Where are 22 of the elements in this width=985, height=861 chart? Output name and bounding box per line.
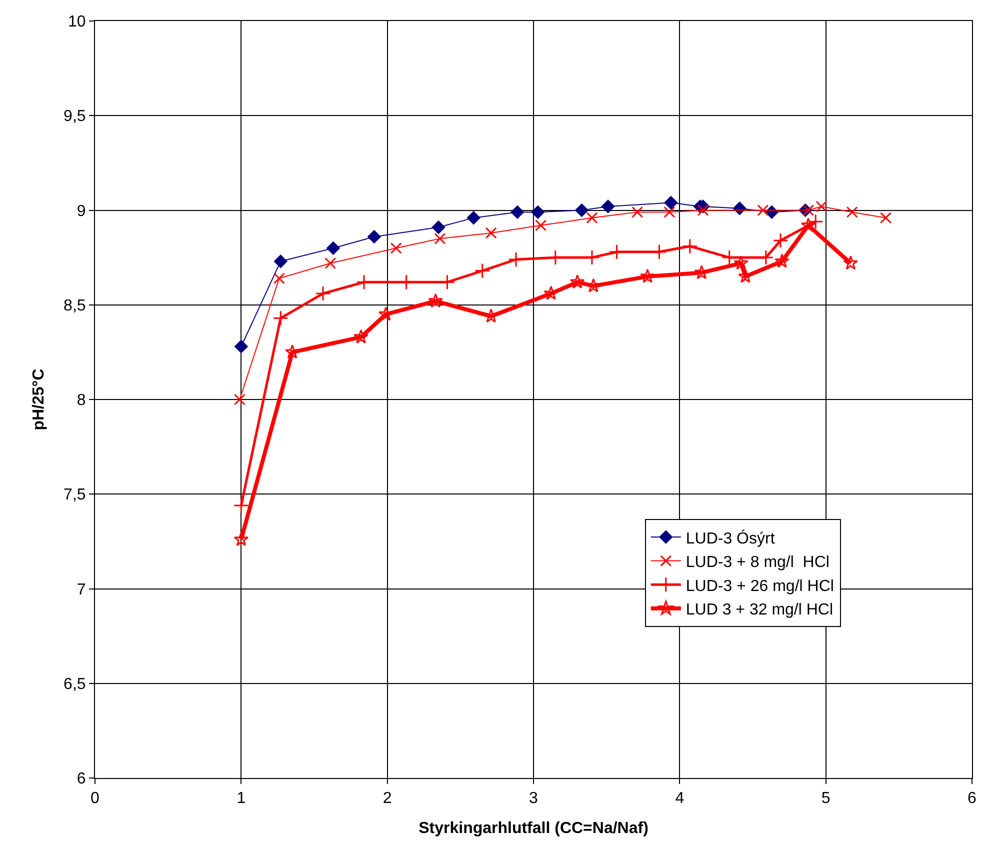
y-tick-label: 9 [76,202,86,220]
x-tick-label: 0 [90,790,100,808]
x-tick-label: 6 [968,790,977,808]
y-tick-label: 8,5 [64,297,86,314]
y-tick-label: 6,5 [64,676,86,693]
y-tick-label: 9,5 [64,108,86,126]
x-axis-title: Styrkingarhlutfall (CC=Na/Naf) [418,820,648,837]
x-tick-label: 2 [382,790,392,808]
y-tick-label: 7 [76,581,86,598]
x-tick-label: 5 [821,790,830,808]
x-tick-label: 4 [675,790,684,808]
x-tick-label: 1 [236,790,246,808]
y-tick-label: 6 [76,770,86,788]
legend-label: LUD-3 Ósýrt [686,529,776,548]
legend-label: LUD-3 + 8 mg/l HCl [686,554,830,572]
y-tick-label: 10 [68,14,86,31]
y-tick-label: 7,5 [64,486,86,504]
y-axis-title: pH/25°C [30,368,48,430]
legend-label: LUD 3 + 32 mg/l HCl [686,602,834,619]
x-tick-label: 3 [529,790,538,808]
y-tick-label: 8 [76,392,86,410]
legend-label: LUD-3 + 26 mg/l HCl [686,578,834,595]
